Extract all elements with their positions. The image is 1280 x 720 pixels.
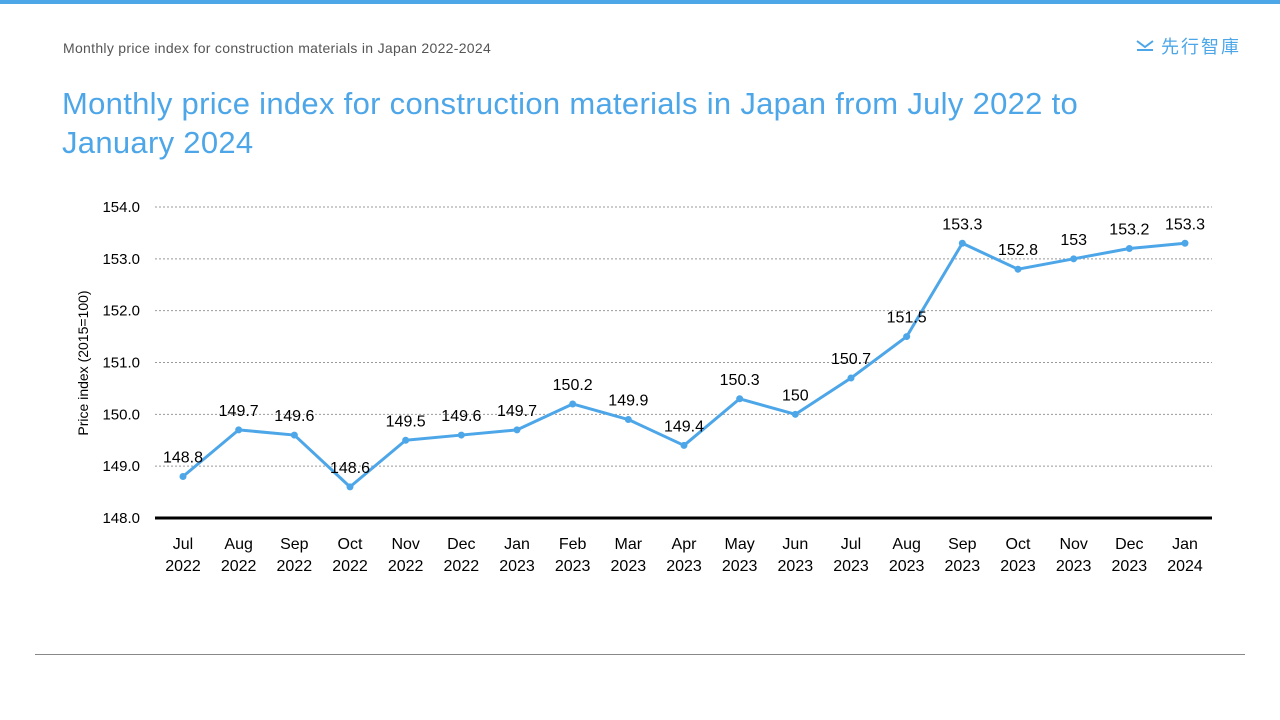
x-tick-label-month: Sep xyxy=(948,536,977,553)
x-tick-label-month: Aug xyxy=(892,536,920,553)
data-point xyxy=(903,333,911,341)
x-tick-label-year: 2022 xyxy=(277,558,313,575)
data-label: 153.3 xyxy=(1165,216,1205,233)
data-label: 149.6 xyxy=(274,408,314,425)
data-point xyxy=(680,441,688,449)
data-label: 149.4 xyxy=(664,418,704,435)
x-tick-label-month: Jul xyxy=(173,536,193,553)
x-tick-label-year: 2023 xyxy=(833,558,869,575)
x-tick-label-year: 2023 xyxy=(945,558,981,575)
x-tick-label-month: Oct xyxy=(338,536,363,553)
y-tick-label: 153.0 xyxy=(102,251,140,268)
x-tick-label-year: 2023 xyxy=(778,558,814,575)
data-point xyxy=(958,239,966,247)
x-tick-label-month: Oct xyxy=(1006,536,1031,553)
y-tick-label: 149.0 xyxy=(102,458,140,475)
x-tick-label-year: 2023 xyxy=(1056,558,1092,575)
x-tick-label-year: 2023 xyxy=(889,558,925,575)
data-point xyxy=(290,431,298,439)
data-label: 149.9 xyxy=(608,393,648,410)
data-point xyxy=(847,374,855,382)
data-label: 151.5 xyxy=(887,310,927,327)
logo-icon xyxy=(1136,40,1154,51)
x-tick-label-year: 2022 xyxy=(332,558,368,575)
x-tick-label-month: Jun xyxy=(782,536,808,553)
data-point xyxy=(1014,265,1022,273)
data-label: 149.6 xyxy=(441,408,481,425)
y-tick-label: 152.0 xyxy=(102,303,140,320)
x-tick-label-year: 2023 xyxy=(666,558,702,575)
data-point xyxy=(346,483,354,491)
data-point xyxy=(624,416,632,424)
data-point xyxy=(1181,239,1189,247)
x-tick-label-year: 2023 xyxy=(722,558,758,575)
x-tick-label-year: 2023 xyxy=(1112,558,1148,575)
data-point xyxy=(791,410,799,418)
data-label: 150.2 xyxy=(553,377,593,394)
series-line xyxy=(182,241,1186,489)
y-tick-label: 151.0 xyxy=(102,355,140,372)
logo: 先行智庫 xyxy=(1135,33,1241,59)
x-tick-label-month: Sep xyxy=(280,536,309,553)
x-tick-label-year: 2023 xyxy=(611,558,647,575)
x-tick-label-year: 2022 xyxy=(388,558,424,575)
y-axis-title: Price index (2015=100) xyxy=(75,290,91,435)
x-tick-label-month: Mar xyxy=(615,536,643,553)
data-point xyxy=(736,395,744,403)
x-tick-label-month: Feb xyxy=(559,536,587,553)
data-label: 150 xyxy=(782,387,809,404)
x-tick-label-month: Apr xyxy=(672,536,698,553)
y-tick-label: 150.0 xyxy=(102,406,140,423)
data-point xyxy=(569,400,577,408)
x-tick-label-month: Jan xyxy=(504,536,530,553)
data-point xyxy=(513,426,521,434)
x-tick-label-year: 2022 xyxy=(444,558,480,575)
x-tick-label-month: Jul xyxy=(841,536,861,553)
x-tick-label-month: Dec xyxy=(447,536,475,553)
page-title: Monthly price index for construction mat… xyxy=(62,86,1079,160)
data-label: 152.8 xyxy=(998,242,1038,259)
x-tick-label-year: 2023 xyxy=(1000,558,1036,575)
x-tick-label-year: 2023 xyxy=(555,558,591,575)
data-label: 148.8 xyxy=(163,450,203,467)
data-label: 149.7 xyxy=(219,403,259,420)
data-label: 149.7 xyxy=(497,403,537,420)
x-tick-label-month: Dec xyxy=(1115,536,1143,553)
data-label: 153.2 xyxy=(1109,221,1149,238)
x-tick-label-month: Nov xyxy=(1059,536,1087,553)
data-label: 153 xyxy=(1060,232,1087,249)
data-point xyxy=(1125,244,1133,252)
data-point xyxy=(457,431,465,439)
x-tick-label-year: 2022 xyxy=(221,558,257,575)
x-tick-label-month: Nov xyxy=(391,536,419,553)
logo-text: 先行智庫 xyxy=(1161,37,1241,57)
data-label: 150.3 xyxy=(720,372,760,389)
data-point xyxy=(235,426,243,434)
data-label: 149.5 xyxy=(386,413,426,430)
footer-divider xyxy=(35,654,1245,655)
x-tick-label-year: 2022 xyxy=(165,558,201,575)
top-accent-bar xyxy=(0,0,1280,4)
x-tick-label-year: 2024 xyxy=(1167,558,1203,575)
y-tick-label: 148.0 xyxy=(102,510,140,527)
data-point xyxy=(402,436,410,444)
page-subtitle: Monthly price index for construction mat… xyxy=(63,40,492,56)
x-tick-label-month: Aug xyxy=(224,536,252,553)
x-tick-label-month: May xyxy=(725,536,755,553)
x-tick-label-month: Jan xyxy=(1172,536,1198,553)
x-tick-label-year: 2023 xyxy=(499,558,535,575)
data-point xyxy=(1070,255,1078,263)
data-label: 153.3 xyxy=(942,216,982,233)
data-label: 148.6 xyxy=(330,460,370,477)
data-point xyxy=(179,473,187,481)
data-label: 150.7 xyxy=(831,351,871,368)
y-tick-label: 154.0 xyxy=(102,199,140,216)
